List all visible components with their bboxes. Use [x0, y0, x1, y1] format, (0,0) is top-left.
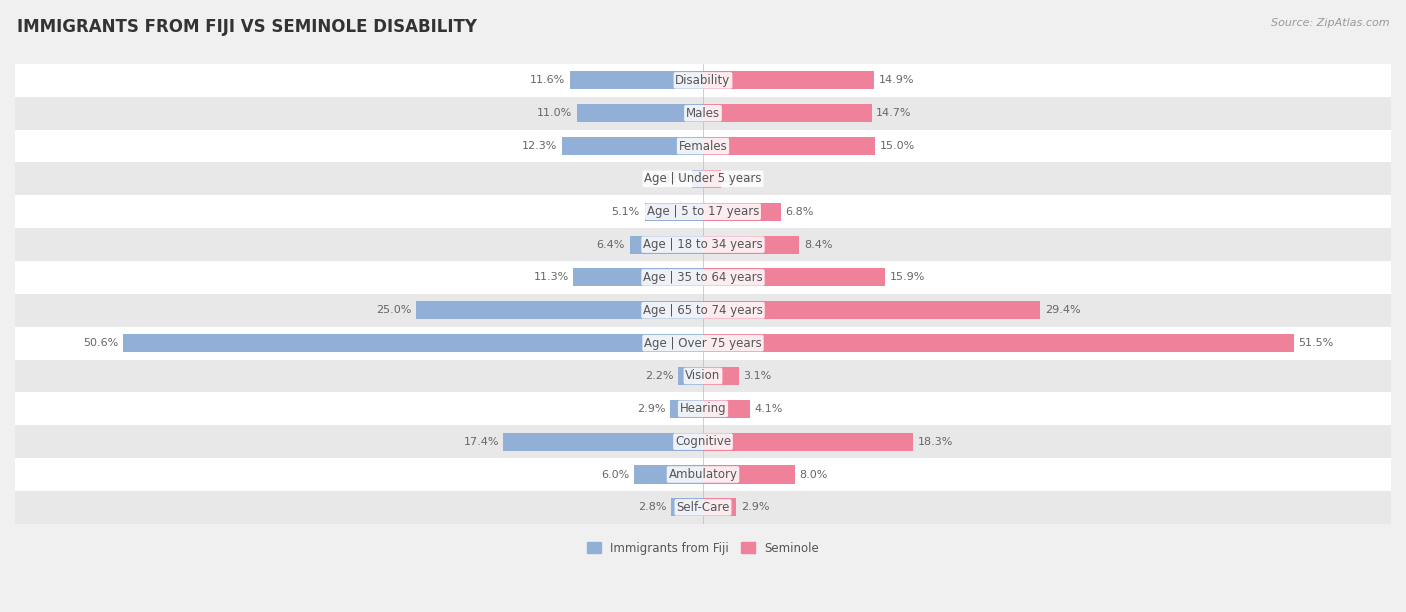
Bar	[15, 97, 1391, 130]
Bar	[15, 392, 1391, 425]
Bar	[692, 170, 703, 188]
Bar	[576, 104, 703, 122]
Bar	[15, 130, 1391, 163]
Bar	[703, 236, 800, 253]
Text: Disability: Disability	[675, 74, 731, 87]
Text: 4.1%: 4.1%	[755, 404, 783, 414]
Text: Age | 18 to 34 years: Age | 18 to 34 years	[643, 238, 763, 251]
Text: Ambulatory: Ambulatory	[668, 468, 738, 481]
Text: 2.9%: 2.9%	[741, 502, 769, 512]
Bar	[669, 400, 703, 418]
Bar	[703, 170, 721, 188]
Bar	[15, 491, 1391, 524]
Bar	[671, 498, 703, 517]
Bar	[15, 458, 1391, 491]
Bar	[703, 433, 912, 450]
Text: 2.9%: 2.9%	[637, 404, 665, 414]
Text: 2.8%: 2.8%	[638, 502, 666, 512]
Bar	[15, 327, 1391, 360]
Text: Age | Over 75 years: Age | Over 75 years	[644, 337, 762, 349]
Bar	[634, 466, 703, 483]
Bar	[15, 261, 1391, 294]
Text: 6.4%: 6.4%	[596, 240, 626, 250]
Text: 11.0%: 11.0%	[537, 108, 572, 118]
Text: 14.7%: 14.7%	[876, 108, 911, 118]
Text: 6.0%: 6.0%	[602, 469, 630, 480]
Bar	[15, 360, 1391, 392]
Text: Hearing: Hearing	[679, 402, 727, 416]
Bar	[644, 203, 703, 221]
Text: Males: Males	[686, 106, 720, 120]
Text: 15.0%: 15.0%	[880, 141, 915, 151]
Bar	[703, 367, 738, 385]
Text: 8.4%: 8.4%	[804, 240, 832, 250]
Text: 2.2%: 2.2%	[645, 371, 673, 381]
Text: 1.6%: 1.6%	[725, 174, 754, 184]
Text: 15.9%: 15.9%	[890, 272, 925, 283]
Bar	[703, 334, 1294, 352]
Bar	[122, 334, 703, 352]
Bar	[703, 498, 737, 517]
Bar	[703, 104, 872, 122]
Text: Age | 65 to 74 years: Age | 65 to 74 years	[643, 304, 763, 317]
Bar	[15, 425, 1391, 458]
Text: 8.0%: 8.0%	[800, 469, 828, 480]
Text: Self-Care: Self-Care	[676, 501, 730, 514]
Bar	[703, 203, 780, 221]
Text: Cognitive: Cognitive	[675, 435, 731, 448]
Text: 12.3%: 12.3%	[522, 141, 557, 151]
Text: Age | Under 5 years: Age | Under 5 years	[644, 173, 762, 185]
Bar	[15, 195, 1391, 228]
Bar	[703, 72, 875, 89]
Text: 25.0%: 25.0%	[377, 305, 412, 315]
Bar	[574, 269, 703, 286]
Text: 0.92%: 0.92%	[652, 174, 688, 184]
Bar	[15, 294, 1391, 327]
Text: Vision: Vision	[685, 370, 721, 382]
Text: 11.6%: 11.6%	[530, 75, 565, 86]
Text: Source: ZipAtlas.com: Source: ZipAtlas.com	[1271, 18, 1389, 28]
Text: IMMIGRANTS FROM FIJI VS SEMINOLE DISABILITY: IMMIGRANTS FROM FIJI VS SEMINOLE DISABIL…	[17, 18, 477, 36]
Text: 11.3%: 11.3%	[534, 272, 569, 283]
Bar	[703, 466, 794, 483]
Bar	[703, 269, 886, 286]
Bar	[703, 400, 749, 418]
Legend: Immigrants from Fiji, Seminole: Immigrants from Fiji, Seminole	[582, 537, 824, 559]
Bar	[562, 137, 703, 155]
Bar	[15, 228, 1391, 261]
Text: 17.4%: 17.4%	[464, 437, 499, 447]
Text: 5.1%: 5.1%	[612, 207, 640, 217]
Bar	[15, 163, 1391, 195]
Bar	[569, 72, 703, 89]
Text: 6.8%: 6.8%	[786, 207, 814, 217]
Text: 29.4%: 29.4%	[1045, 305, 1080, 315]
Bar	[703, 301, 1040, 319]
Text: Age | 35 to 64 years: Age | 35 to 64 years	[643, 271, 763, 284]
Bar	[678, 367, 703, 385]
Bar	[416, 301, 703, 319]
Bar	[15, 64, 1391, 97]
Text: 3.1%: 3.1%	[744, 371, 772, 381]
Bar	[503, 433, 703, 450]
Bar	[630, 236, 703, 253]
Text: 18.3%: 18.3%	[918, 437, 953, 447]
Bar	[703, 137, 875, 155]
Text: 50.6%: 50.6%	[83, 338, 118, 348]
Text: 51.5%: 51.5%	[1298, 338, 1333, 348]
Text: Age | 5 to 17 years: Age | 5 to 17 years	[647, 205, 759, 218]
Text: 14.9%: 14.9%	[879, 75, 914, 86]
Text: Females: Females	[679, 140, 727, 152]
